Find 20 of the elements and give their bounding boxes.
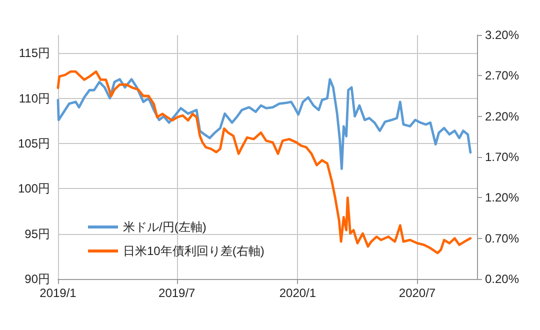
legend-label: 米ドル/円(左軸): [123, 220, 206, 234]
x-tick-label: 2020/7: [398, 286, 436, 300]
y2-tick-label: 1.20%: [485, 190, 520, 205]
y-tick-label: 100円: [18, 182, 50, 196]
y-tick-label: 110円: [18, 91, 50, 106]
legend-label: 日米10年債利回り差(右軸): [123, 244, 264, 258]
y2-tick-label: 1.70%: [485, 150, 520, 164]
y2-tick-label: 0.20%: [485, 272, 520, 286]
x-tick-label: 2019/7: [158, 286, 196, 300]
line-series: [56, 78, 472, 170]
y2-tick-label: 0.70%: [485, 231, 520, 246]
y-tick-label: 115円: [18, 46, 50, 60]
x-tick-label: 2020/1: [279, 286, 316, 300]
y-tick-label: 105円: [18, 136, 50, 150]
y2-tick-label: 3.20%: [485, 28, 520, 42]
y2-tick-label: 2.20%: [485, 109, 520, 124]
y-tick-label: 95円: [24, 226, 50, 241]
x-tick-label: 2019/1: [40, 286, 77, 300]
y-tick-label: 90円: [24, 272, 50, 286]
y2-tick-label: 2.70%: [485, 68, 520, 83]
